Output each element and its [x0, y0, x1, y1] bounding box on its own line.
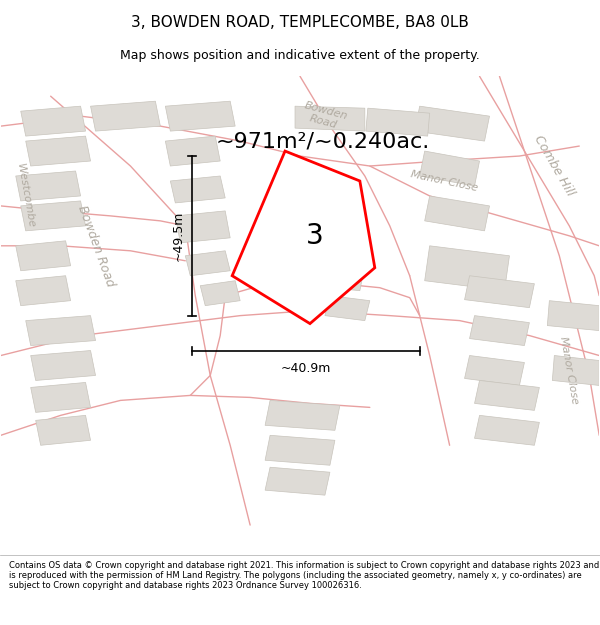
- Polygon shape: [265, 401, 340, 431]
- Polygon shape: [419, 151, 479, 186]
- Text: Westcombe: Westcombe: [15, 162, 37, 229]
- Polygon shape: [200, 281, 240, 306]
- Polygon shape: [464, 276, 535, 308]
- Polygon shape: [232, 151, 375, 324]
- Polygon shape: [16, 171, 80, 201]
- Polygon shape: [265, 468, 330, 495]
- Polygon shape: [31, 351, 95, 381]
- Text: 3: 3: [306, 222, 324, 250]
- Polygon shape: [553, 356, 599, 386]
- Polygon shape: [166, 136, 220, 166]
- Text: Combe Hill: Combe Hill: [532, 133, 577, 199]
- Polygon shape: [464, 356, 524, 386]
- Text: Manor Close: Manor Close: [559, 336, 580, 405]
- Polygon shape: [470, 316, 529, 346]
- Polygon shape: [31, 382, 91, 412]
- Text: ~40.9m: ~40.9m: [281, 362, 331, 375]
- Polygon shape: [475, 416, 539, 445]
- Polygon shape: [166, 101, 235, 131]
- Text: 3, BOWDEN ROAD, TEMPLECOMBE, BA8 0LB: 3, BOWDEN ROAD, TEMPLECOMBE, BA8 0LB: [131, 16, 469, 31]
- Polygon shape: [26, 316, 95, 346]
- Polygon shape: [170, 176, 225, 203]
- Polygon shape: [475, 381, 539, 411]
- Polygon shape: [415, 106, 490, 141]
- Polygon shape: [366, 108, 430, 136]
- Text: ~971m²/~0.240ac.: ~971m²/~0.240ac.: [215, 131, 430, 151]
- Polygon shape: [425, 196, 490, 231]
- Polygon shape: [295, 106, 365, 131]
- Polygon shape: [35, 416, 91, 445]
- Polygon shape: [21, 106, 86, 136]
- Text: Contains OS data © Crown copyright and database right 2021. This information is : Contains OS data © Crown copyright and d…: [9, 561, 599, 591]
- Polygon shape: [265, 435, 335, 465]
- Text: Bowden
Road: Bowden Road: [301, 100, 349, 132]
- Polygon shape: [325, 296, 370, 321]
- Polygon shape: [16, 276, 71, 306]
- Polygon shape: [310, 261, 365, 291]
- Polygon shape: [21, 201, 86, 231]
- Text: Bowden Road: Bowden Road: [75, 203, 116, 288]
- Text: Map shows position and indicative extent of the property.: Map shows position and indicative extent…: [120, 49, 480, 62]
- Polygon shape: [425, 246, 509, 291]
- Text: Manor Close: Manor Close: [410, 169, 479, 193]
- Polygon shape: [91, 101, 160, 131]
- Polygon shape: [547, 301, 599, 331]
- Polygon shape: [26, 136, 91, 166]
- Text: ~49.5m: ~49.5m: [172, 211, 185, 261]
- Polygon shape: [185, 251, 230, 276]
- Polygon shape: [16, 241, 71, 271]
- Polygon shape: [175, 211, 230, 243]
